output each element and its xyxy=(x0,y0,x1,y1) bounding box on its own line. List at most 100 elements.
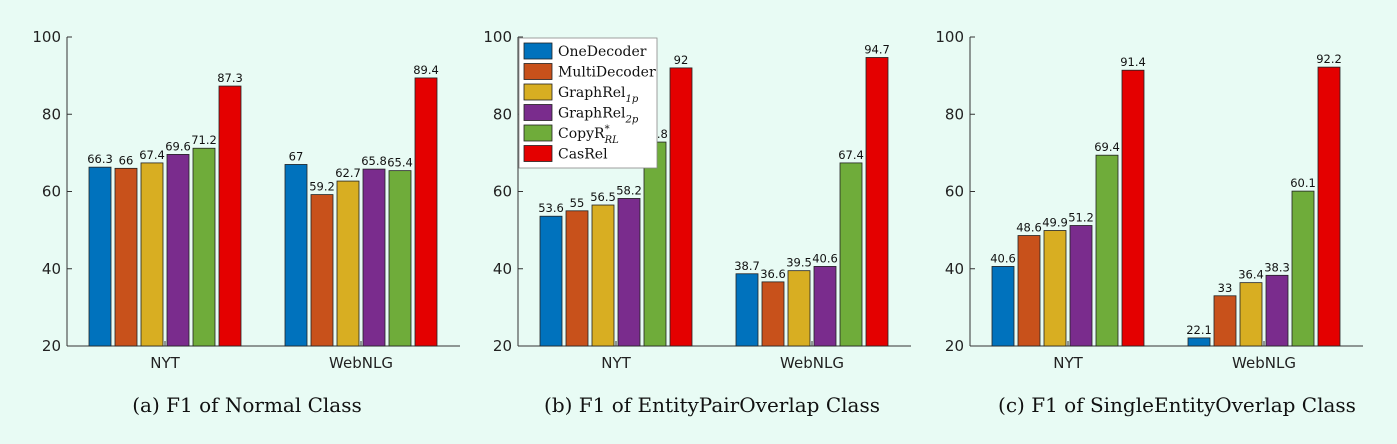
bar-webnlg-series-6 xyxy=(865,57,889,347)
bar-webnlg-series-2 xyxy=(1213,295,1237,347)
data-label: 58.2 xyxy=(616,183,642,197)
bar-webnlg-series-4 xyxy=(1265,274,1289,347)
bar-webnlg-series-2 xyxy=(761,281,785,347)
data-label: 71.2 xyxy=(191,133,217,147)
bar-webnlg-series-5 xyxy=(1291,190,1315,347)
legend-swatch xyxy=(523,63,553,80)
bar-nyt-series-5 xyxy=(192,147,216,347)
data-label: 39.5 xyxy=(786,256,812,270)
y-tick-label: 20 xyxy=(42,337,61,355)
bar-webnlg-series-6 xyxy=(414,77,438,347)
bar-nyt-series-6 xyxy=(218,85,242,347)
data-label: 69.4 xyxy=(1094,140,1120,154)
data-label: 69.6 xyxy=(165,139,191,153)
panel-caption: (b) F1 of EntityPairOverlap Class xyxy=(544,393,880,417)
data-label: 66.3 xyxy=(87,152,113,166)
data-label: 92 xyxy=(674,53,689,67)
bar-nyt-series-5 xyxy=(1095,154,1119,347)
data-label: 36.6 xyxy=(760,267,786,281)
bar-nyt-series-1 xyxy=(539,215,563,347)
legend-label: OneDecoder xyxy=(558,44,647,60)
data-label: 40.6 xyxy=(812,251,838,265)
legend-label: MultiDecoder xyxy=(558,65,656,81)
data-label: 33 xyxy=(1218,281,1233,295)
x-tick-label: WebNLG xyxy=(780,354,844,372)
bar-nyt-series-4 xyxy=(166,154,190,347)
legend-label: CopyR* RL xyxy=(558,124,619,146)
bar-webnlg-series-1 xyxy=(1187,337,1211,347)
y-tick-label: 20 xyxy=(945,337,964,355)
bar-nyt-series-4 xyxy=(617,198,641,347)
data-label: 22.1 xyxy=(1186,323,1212,337)
y-tick-label: 80 xyxy=(493,105,512,123)
bar-nyt-series-3 xyxy=(1043,230,1067,347)
y-tick-label: 60 xyxy=(42,183,61,201)
data-label: 49.9 xyxy=(1042,216,1068,230)
bar-webnlg-series-4 xyxy=(813,266,837,347)
data-label: 55 xyxy=(570,196,585,210)
bar-webnlg-series-1 xyxy=(284,164,308,347)
y-tick-label: 100 xyxy=(935,28,964,46)
legend-label: GraphRel2p xyxy=(558,106,639,126)
bar-nyt-series-5 xyxy=(643,141,667,347)
bar-webnlg-series-6 xyxy=(1317,66,1341,347)
bar-webnlg-series-3 xyxy=(1239,282,1263,347)
bar-nyt-series-1 xyxy=(991,266,1015,347)
legend-swatch xyxy=(523,124,553,142)
bar-nyt-series-6 xyxy=(1121,69,1145,347)
bar-nyt-series-4 xyxy=(1069,225,1093,347)
data-label: 36.4 xyxy=(1238,268,1264,282)
data-label: 38.7 xyxy=(734,259,760,273)
bar-nyt-series-1 xyxy=(88,166,112,347)
data-label: 92.2 xyxy=(1316,52,1342,66)
panel-caption: (a) F1 of Normal Class xyxy=(132,393,362,417)
bar-nyt-series-2 xyxy=(565,210,589,347)
y-tick-label: 60 xyxy=(493,183,512,201)
data-label: 56.5 xyxy=(590,190,616,204)
data-label: 60.1 xyxy=(1290,176,1316,190)
data-label: 59.2 xyxy=(309,180,335,194)
y-tick-label: 100 xyxy=(483,28,512,46)
data-label: 65.8 xyxy=(361,154,387,168)
x-tick-label: WebNLG xyxy=(1232,354,1296,372)
data-label: 53.6 xyxy=(538,201,564,215)
x-tick-label: NYT xyxy=(150,354,180,372)
data-label: 51.2 xyxy=(1068,210,1094,224)
y-tick-label: 40 xyxy=(42,260,61,278)
bar-nyt-series-3 xyxy=(140,162,164,347)
bar-webnlg-series-3 xyxy=(787,270,811,347)
bar-nyt-series-2 xyxy=(1017,235,1041,347)
legend-swatch xyxy=(523,83,553,101)
data-label: 89.4 xyxy=(413,63,439,77)
legend-swatch xyxy=(523,42,553,60)
y-tick-label: 60 xyxy=(945,183,964,201)
x-tick-label: NYT xyxy=(601,354,631,372)
data-label: 38.3 xyxy=(1264,260,1290,274)
chart-panel-1: 20 40 60 80 100 66.3 66 67.469.6 71.2 87.3 NYT 67 59… xyxy=(32,28,460,417)
chart-panel-2: 2040608010053.65556.558.272.892NYT38.736… xyxy=(483,28,911,417)
x-tick-label: WebNLG xyxy=(329,354,393,372)
legend: OneDecoder MultiDecoder GraphRel1pGraphRel… xyxy=(518,37,658,169)
data-label: 66 xyxy=(119,153,134,167)
data-label: 40.6 xyxy=(990,251,1016,265)
chart-panel-3: 20 40 60 80 100 40.6 48.6 49.9 51.2 69.4 91.4 NYT 22… xyxy=(935,28,1363,417)
data-label: 62.7 xyxy=(335,166,361,180)
data-label: 91.4 xyxy=(1120,55,1146,69)
y-tick-label: 80 xyxy=(42,105,61,123)
y-tick-label: 80 xyxy=(945,105,964,123)
bar-nyt-series-3 xyxy=(591,204,615,347)
bar-nyt-series-2 xyxy=(114,167,138,347)
data-label: 48.6 xyxy=(1016,221,1042,235)
data-label: 87.3 xyxy=(217,71,243,85)
y-tick-label: 40 xyxy=(493,260,512,278)
bar-webnlg-series-1 xyxy=(735,273,759,347)
y-tick-label: 100 xyxy=(32,28,61,46)
x-tick-label: NYT xyxy=(1053,354,1083,372)
legend-swatch xyxy=(523,104,553,121)
data-label: 67.4 xyxy=(139,148,165,162)
legend-label: GraphRel1p xyxy=(558,85,639,105)
y-tick-label: 20 xyxy=(493,337,512,355)
legend-label: CasRel xyxy=(558,147,608,163)
